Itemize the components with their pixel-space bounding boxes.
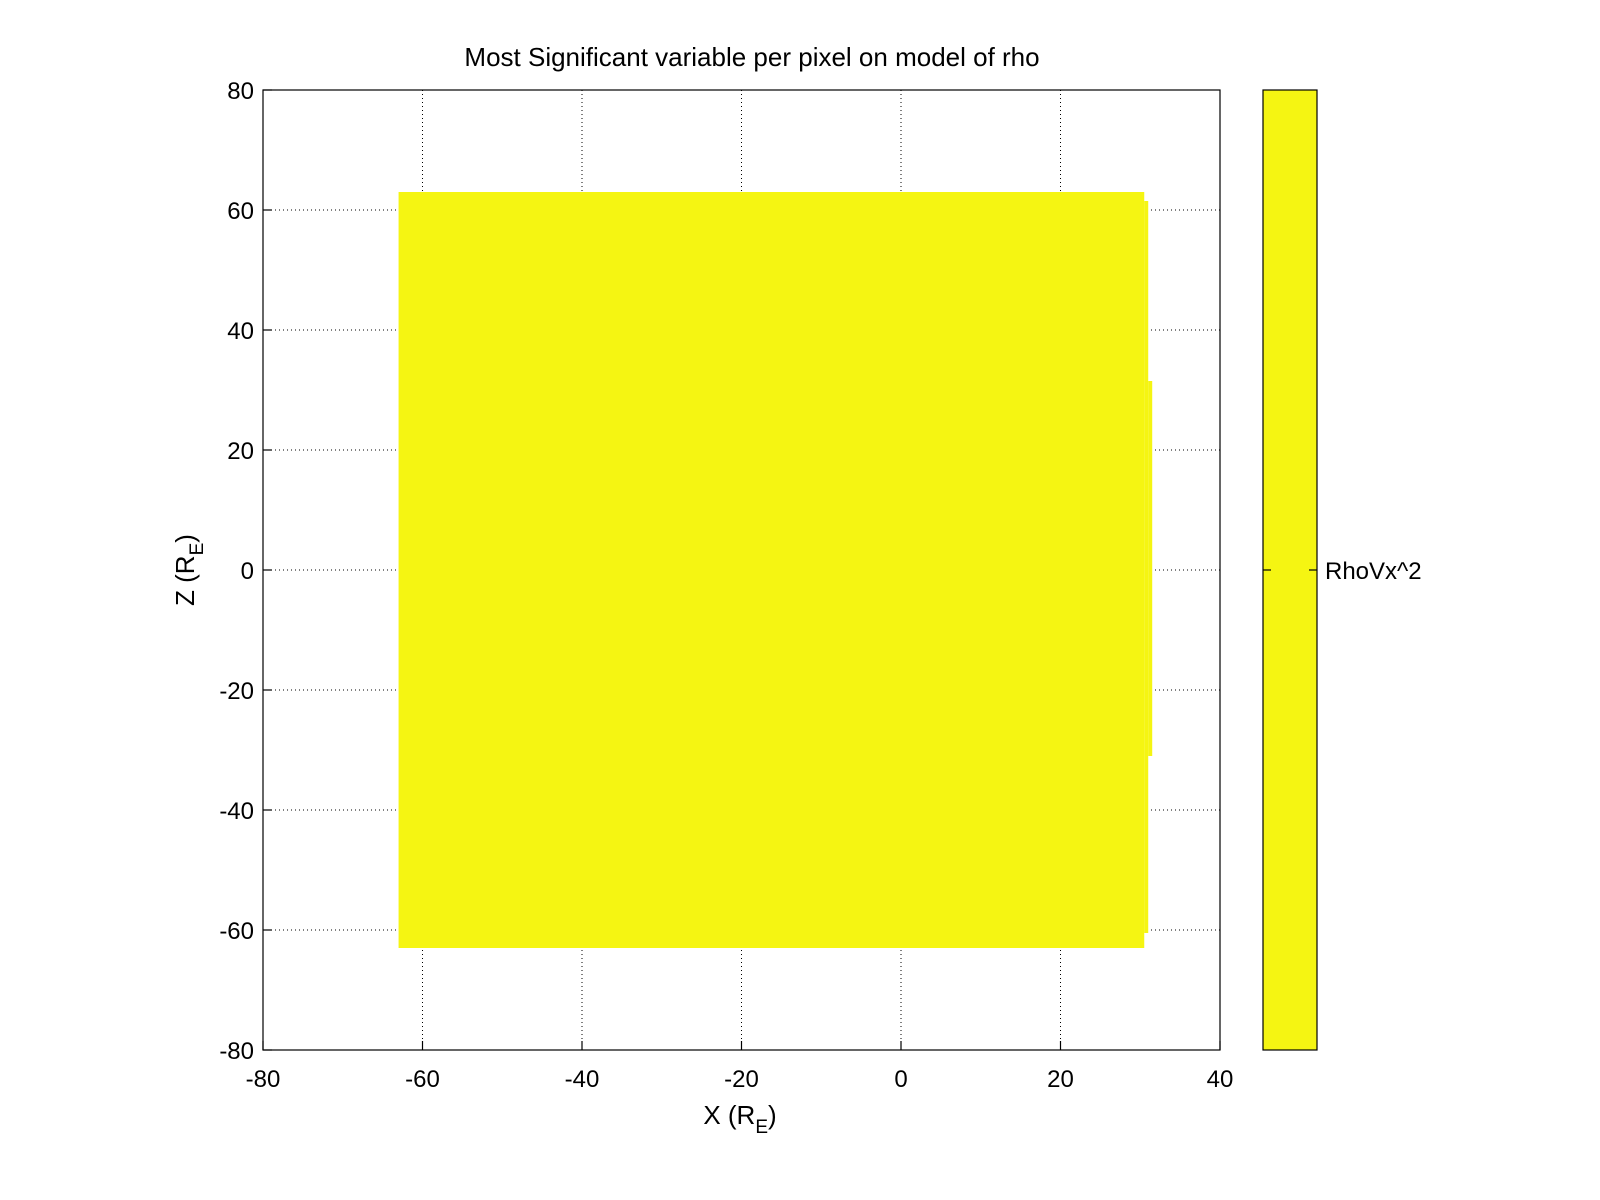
x-tick-labels: -80 -60 -40 -20 0 20 40 xyxy=(246,1066,1234,1093)
y-tick-label: 0 xyxy=(241,558,254,585)
y-tick-labels: 80 60 40 20 0 -20 -40 -60 -80 xyxy=(219,78,254,1065)
y-tick-label: -20 xyxy=(219,678,254,705)
y-tick-label: 20 xyxy=(227,438,254,465)
x-tick-label: 0 xyxy=(894,1066,907,1093)
y-tick-label: -40 xyxy=(219,798,254,825)
heatmap-region xyxy=(1144,201,1149,933)
y-tick-label: 40 xyxy=(227,318,254,345)
y-tick-label: 60 xyxy=(227,198,254,225)
heatmap-region xyxy=(1148,381,1153,756)
x-tick-label: -80 xyxy=(246,1066,281,1093)
x-tick-label: -60 xyxy=(405,1066,440,1093)
y-tick-label: -60 xyxy=(219,918,254,945)
colorbar-fill xyxy=(1262,89,1318,1051)
chart-title: Most Significant variable per pixel on m… xyxy=(464,42,1039,72)
x-tick-label: 40 xyxy=(1207,1066,1234,1093)
y-tick-label: 80 xyxy=(227,78,254,105)
y-axis-label: Z (RE) xyxy=(170,534,208,606)
x-tick-label: -40 xyxy=(565,1066,600,1093)
x-axis-label: X (RE) xyxy=(703,1100,776,1138)
axis-ticks xyxy=(262,89,1221,1051)
heatmap-region xyxy=(398,192,1145,948)
y-tick-label: -80 xyxy=(219,1038,254,1065)
colorbar: RhoVx^2 xyxy=(1262,89,1422,1051)
x-tick-label: -20 xyxy=(724,1066,759,1093)
x-tick-label: 20 xyxy=(1047,1066,1074,1093)
data-regions xyxy=(398,192,1153,948)
colorbar-label: RhoVx^2 xyxy=(1325,558,1422,585)
